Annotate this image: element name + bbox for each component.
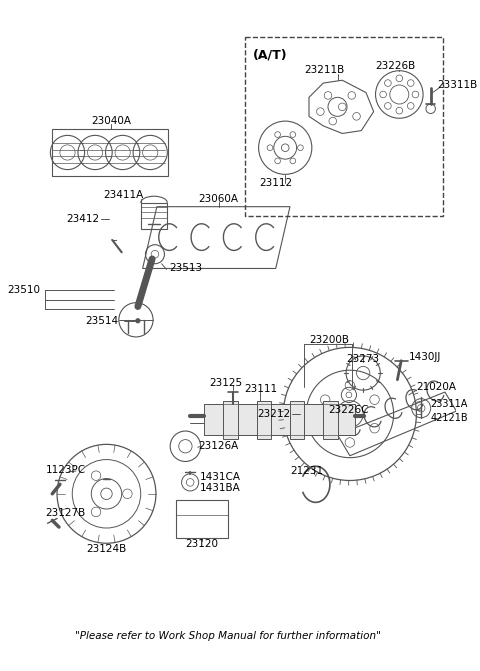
Text: 42121B: 42121B bbox=[431, 413, 468, 423]
Bar bbox=[257, 401, 271, 439]
Bar bbox=[304, 405, 323, 435]
Text: 23510: 23510 bbox=[8, 285, 41, 295]
Text: (A/T): (A/T) bbox=[253, 48, 288, 61]
Text: 21231: 21231 bbox=[290, 466, 324, 476]
Text: 23412: 23412 bbox=[66, 214, 99, 224]
Text: "Please refer to Work Shop Manual for further information": "Please refer to Work Shop Manual for fu… bbox=[75, 631, 381, 641]
Bar bbox=[323, 401, 337, 439]
Text: 1431BA: 1431BA bbox=[200, 483, 240, 493]
Text: 23040A: 23040A bbox=[91, 116, 131, 126]
Bar bbox=[223, 401, 238, 439]
Text: 23226B: 23226B bbox=[375, 61, 416, 71]
Text: 23124B: 23124B bbox=[86, 544, 127, 554]
Text: 23126A: 23126A bbox=[198, 442, 238, 452]
Bar bbox=[271, 405, 290, 435]
Bar bbox=[290, 401, 304, 439]
Text: 23212: 23212 bbox=[257, 409, 290, 419]
Text: 1123PC: 1123PC bbox=[46, 465, 86, 475]
Text: 23211B: 23211B bbox=[304, 65, 345, 74]
Text: 23514: 23514 bbox=[85, 316, 119, 325]
Text: 23060A: 23060A bbox=[199, 194, 239, 204]
Text: 23513: 23513 bbox=[169, 264, 203, 274]
Bar bbox=[337, 405, 355, 435]
Text: 23226C: 23226C bbox=[329, 405, 369, 415]
Text: 23200B: 23200B bbox=[309, 335, 349, 345]
Text: 21020A: 21020A bbox=[417, 382, 456, 393]
Text: 23273: 23273 bbox=[347, 354, 380, 364]
Text: 1431CA: 1431CA bbox=[200, 472, 240, 482]
Bar bbox=[238, 405, 257, 435]
Circle shape bbox=[136, 319, 140, 323]
Text: 23411A: 23411A bbox=[104, 191, 144, 200]
Text: 23127B: 23127B bbox=[46, 508, 86, 518]
Text: 1430JJ: 1430JJ bbox=[409, 352, 441, 362]
Text: 23125: 23125 bbox=[210, 378, 243, 388]
Text: 23311B: 23311B bbox=[437, 80, 478, 90]
Bar bbox=[245, 38, 443, 216]
Text: 23111: 23111 bbox=[244, 384, 277, 395]
Bar bbox=[204, 405, 223, 435]
Bar bbox=[141, 203, 168, 229]
Text: 23112: 23112 bbox=[259, 178, 292, 188]
Text: 23120: 23120 bbox=[185, 539, 218, 549]
Text: 23311A: 23311A bbox=[431, 399, 468, 409]
Bar bbox=[52, 129, 168, 176]
